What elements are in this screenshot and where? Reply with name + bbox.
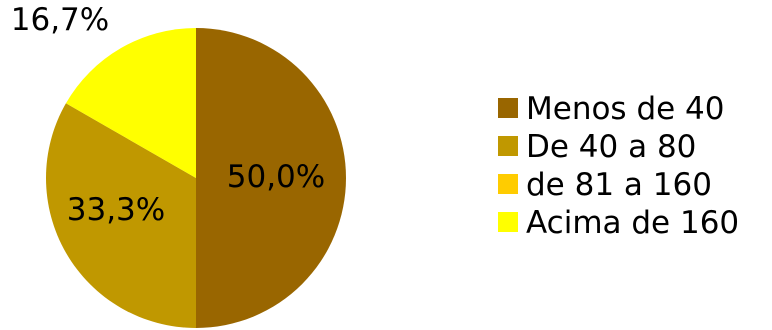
data-label-menos-de-40: 50,0%: [227, 159, 325, 195]
data-label-de-40-a-80: 33,3%: [67, 192, 165, 228]
pie-slice-de-40-a-80: [45, 103, 196, 329]
pie-slice-acima-de-160: [65, 28, 196, 178]
pie-data-labels: 50,0% 33,3% 16,7%: [11, 2, 325, 228]
pie-slice-menos-de-40: [196, 28, 346, 328]
legend-swatch-de-40-a-80: [498, 136, 518, 156]
legend-swatch-menos-de-40: [498, 98, 518, 118]
legend-label-de-81-a-160: de 81 a 160: [526, 167, 712, 203]
pie-slices: [45, 28, 346, 329]
data-label-acima-de-160: 16,7%: [11, 2, 109, 38]
legend-label-acima-de-160: Acima de 160: [526, 205, 739, 241]
legend-label-de-40-a-80: De 40 a 80: [526, 129, 696, 165]
legend-swatch-de-81-a-160: [498, 174, 518, 194]
legend-label-menos-de-40: Menos de 40: [526, 91, 725, 127]
legend-swatch-acima-de-160: [498, 212, 518, 232]
